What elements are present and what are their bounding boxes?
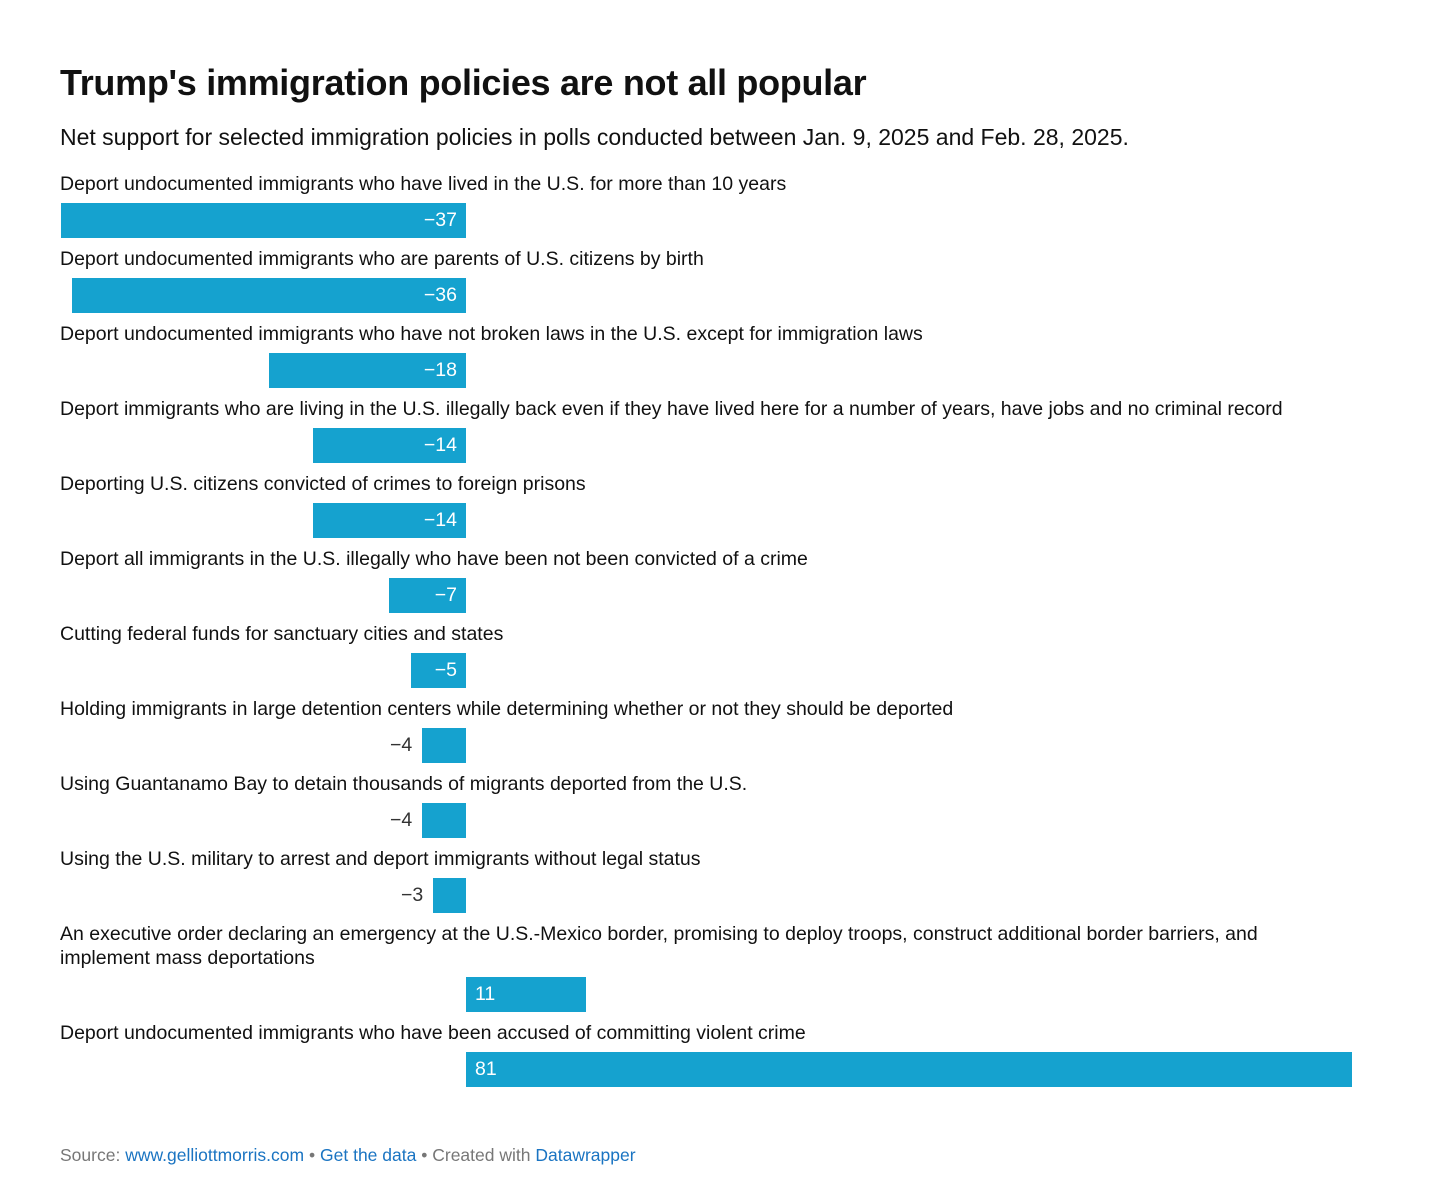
category-label: Deport undocumented immigrants who are p… [60, 248, 704, 270]
value-label: −7 [434, 584, 457, 606]
bar [389, 578, 466, 613]
value-label: −14 [423, 434, 457, 456]
bar [312, 503, 466, 538]
bar-area: −14 [60, 428, 1360, 463]
bar-area: −37 [60, 203, 1360, 238]
bar-area: −4 [60, 728, 1360, 763]
category-label: Deport undocumented immigrants who have … [60, 173, 787, 195]
bar-row: Using the U.S. military to arrest and de… [60, 847, 1360, 913]
value-label: −4 [390, 734, 413, 756]
category-label: Holding immigrants in large detention ce… [60, 698, 954, 720]
bar [72, 278, 466, 313]
bar-chart: Deport undocumented immigrants who have … [60, 172, 1360, 1096]
bar-row: An executive order declaring an emergenc… [60, 922, 1360, 1012]
value-label: −37 [423, 209, 457, 231]
bar-row: Deport all immigrants in the U.S. illega… [60, 547, 1360, 613]
value-label: 11 [475, 983, 496, 1005]
bar [466, 1052, 1352, 1087]
value-label: 81 [475, 1058, 497, 1080]
bar-row: Holding immigrants in large detention ce… [60, 697, 1360, 763]
category-label: Deporting U.S. citizens convicted of cri… [60, 473, 586, 495]
bar [422, 728, 466, 763]
category-label: Cutting federal funds for sanctuary citi… [60, 623, 504, 645]
bar-row: Deport undocumented immigrants who have … [60, 172, 1360, 238]
category-label: Deport undocumented immigrants who have … [60, 1022, 806, 1044]
category-label: Deport undocumented immigrants who have … [60, 323, 923, 345]
footer: Source: www.gelliottmorris.com • Get the… [60, 1145, 636, 1166]
bar-area: −14 [60, 503, 1360, 538]
value-label: −36 [423, 284, 457, 306]
value-label: −4 [390, 809, 413, 831]
bar-row: Cutting federal funds for sanctuary citi… [60, 622, 1360, 688]
value-label: −3 [400, 884, 424, 906]
bar-area: −4 [60, 803, 1360, 838]
bar [411, 653, 466, 688]
bar-area: 11 [60, 977, 1360, 1012]
bar-area: 81 [60, 1052, 1360, 1087]
chart-title: Trump's immigration policies are not all… [60, 62, 867, 103]
category-label: Deport all immigrants in the U.S. illega… [60, 548, 808, 570]
chart-subtitle: Net support for selected immigration pol… [60, 124, 1129, 150]
bar-row: Deport immigrants who are living in the … [60, 397, 1360, 463]
bar [422, 803, 466, 838]
bar-area: −5 [60, 653, 1360, 688]
created-with-label: Created with [432, 1145, 531, 1165]
datawrapper-link[interactable]: Datawrapper [535, 1145, 636, 1165]
bar-area: −7 [60, 578, 1360, 613]
separator: • [309, 1145, 316, 1165]
source-label: Source: [60, 1145, 121, 1165]
bar [466, 977, 587, 1012]
get-data-link[interactable]: Get the data [320, 1145, 417, 1165]
bar-row: Deport undocumented immigrants who have … [60, 1021, 1360, 1087]
bar [269, 353, 466, 388]
category-label: An executive order declaring an emergenc… [60, 923, 1258, 969]
value-label: −18 [423, 359, 457, 381]
separator: • [421, 1145, 428, 1165]
bar-row: Deport undocumented immigrants who are p… [60, 247, 1360, 313]
bar-row: Using Guantanamo Bay to detain thousands… [60, 772, 1360, 838]
bar [433, 878, 466, 913]
bar-area: −18 [60, 353, 1360, 388]
bar [61, 203, 466, 238]
bar-row: Deport undocumented immigrants who have … [60, 322, 1360, 388]
bar-area: −36 [60, 278, 1360, 313]
bar-area: −3 [60, 878, 1360, 913]
value-label: −14 [423, 509, 457, 531]
bar-row: Deporting U.S. citizens convicted of cri… [60, 472, 1360, 538]
bar [312, 428, 466, 463]
category-label: Using Guantanamo Bay to detain thousands… [60, 773, 748, 795]
category-label: Using the U.S. military to arrest and de… [60, 848, 701, 870]
category-label: Deport immigrants who are living in the … [60, 398, 1283, 420]
value-label: −5 [434, 659, 457, 681]
source-link[interactable]: www.gelliottmorris.com [125, 1145, 305, 1165]
